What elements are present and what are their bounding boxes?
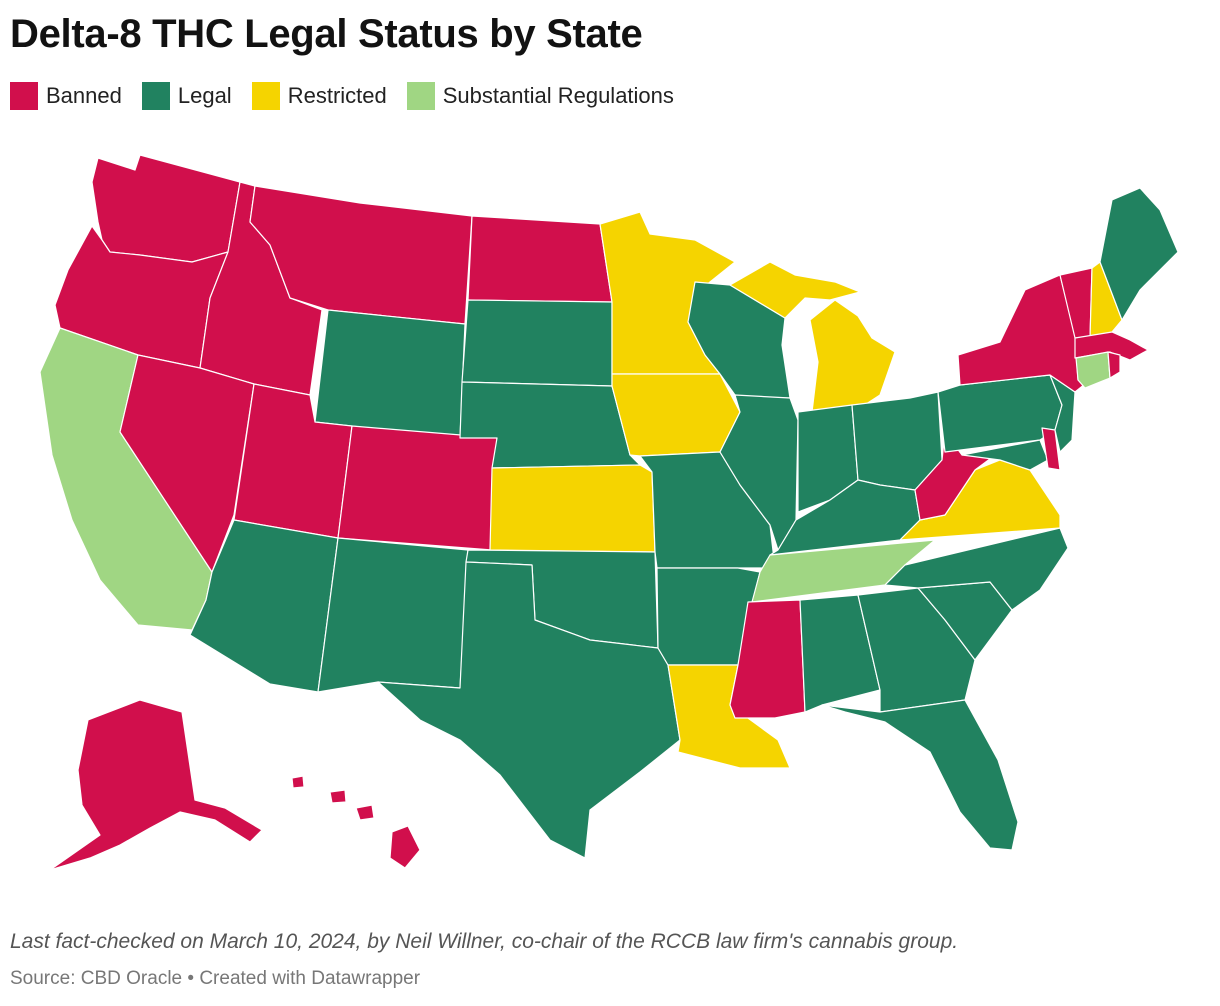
state-mi-upper[interactable] — [729, 261, 861, 319]
legend-item-substantial-regulations: Substantial Regulations — [406, 82, 674, 110]
legend-label-banned: Banned — [46, 83, 122, 108]
state-ks[interactable] — [489, 464, 656, 553]
state-me[interactable] — [1099, 187, 1179, 321]
state-wy[interactable] — [314, 309, 466, 439]
legend-item-legal: Legal — [141, 82, 232, 110]
state-ct[interactable] — [1075, 351, 1111, 389]
state-ri[interactable] — [1107, 351, 1121, 379]
legend-swatch-legal — [141, 82, 170, 110]
legend-swatch-banned — [10, 82, 38, 110]
state-mi-lower[interactable] — [809, 299, 896, 413]
state-nc[interactable] — [884, 527, 1069, 611]
legend-item-restricted: Restricted — [251, 82, 387, 110]
legend-swatch-substantial-regulations — [406, 82, 435, 110]
state-nd[interactable] — [467, 215, 613, 303]
state-de[interactable] — [1041, 427, 1061, 471]
state-ak[interactable] — [49, 699, 263, 871]
state-co[interactable] — [337, 425, 498, 551]
legend-label-substantial-regulations: Substantial Regulations — [442, 83, 674, 108]
state-hi-big[interactable] — [389, 825, 421, 869]
state-nv[interactable] — [119, 354, 255, 573]
state-ky[interactable] — [769, 479, 921, 556]
legend-label-legal: Legal — [177, 83, 232, 108]
state-al[interactable] — [799, 594, 881, 713]
legend-label-restricted: Restricted — [287, 83, 387, 108]
state-hi-kauai[interactable] — [291, 775, 305, 789]
state-hi-maui[interactable] — [355, 804, 375, 821]
state-nh[interactable] — [1089, 261, 1123, 339]
state-hi-oahu[interactable] — [329, 789, 347, 804]
legend-item-banned: Banned — [10, 82, 122, 110]
state-sd[interactable] — [461, 299, 613, 387]
state-wa[interactable] — [91, 154, 241, 263]
state-nm[interactable] — [317, 537, 469, 693]
state-md[interactable] — [961, 439, 1049, 471]
footnote-source: Source: CBD Oracle • Created with Datawr… — [10, 968, 421, 989]
us-state-map — [39, 154, 1179, 871]
legend-swatch-restricted — [251, 82, 280, 110]
state-tx[interactable] — [377, 561, 681, 859]
chart-title: Delta-8 THC Legal Status by State — [10, 12, 643, 56]
state-ia[interactable] — [611, 373, 741, 457]
state-fl[interactable] — [821, 699, 1019, 851]
state-il[interactable] — [719, 394, 799, 551]
legend: Banned Legal Restricted Substantial Regu… — [10, 82, 694, 110]
footnote-fact-check: Last fact-checked on March 10, 2024, by … — [10, 930, 959, 953]
